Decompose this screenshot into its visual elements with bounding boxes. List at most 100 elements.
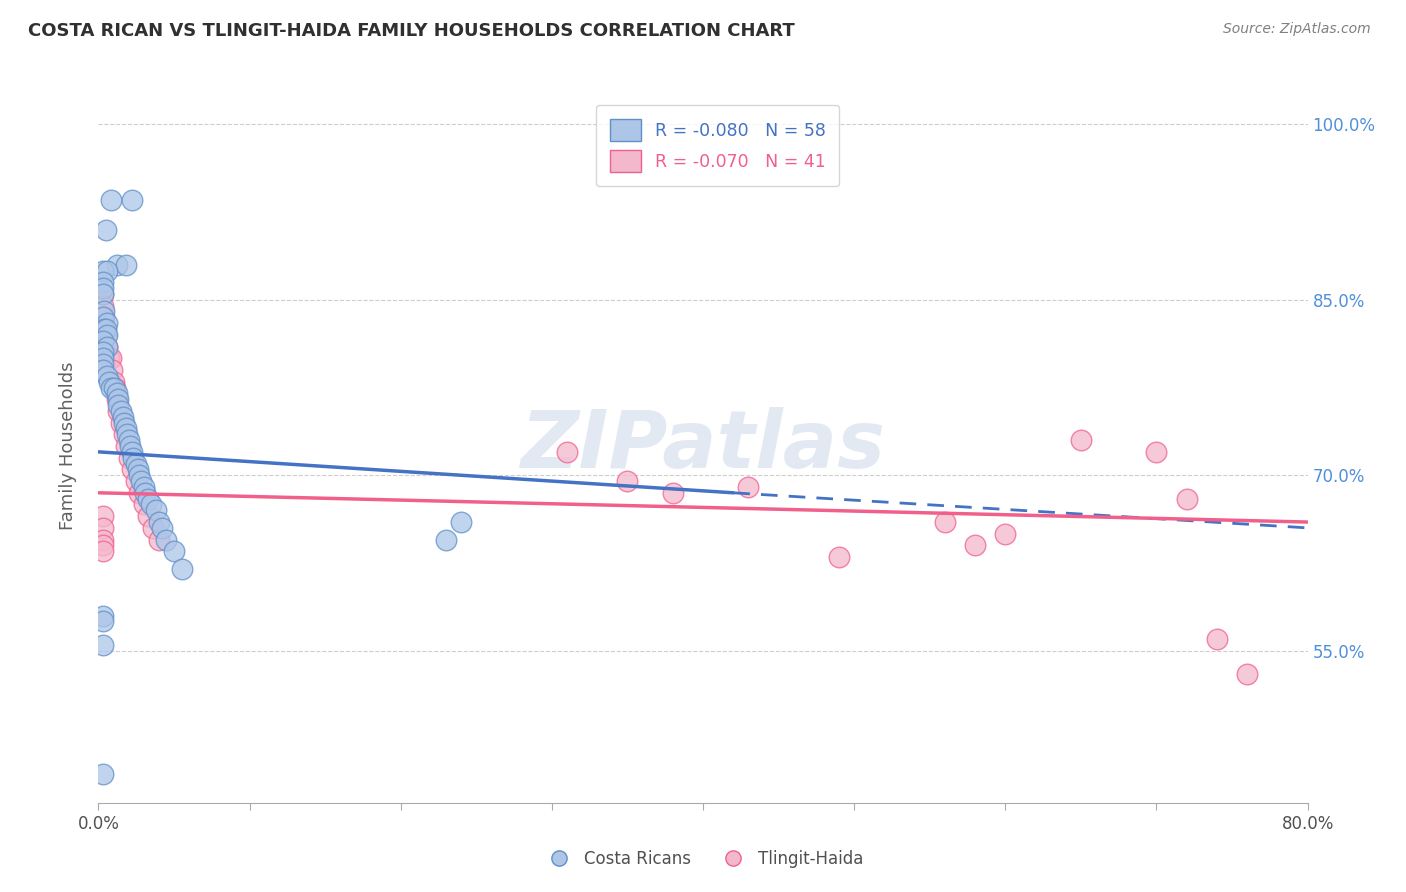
Point [118, 450, 141, 465]
Point [170, 562, 193, 576]
Point [122, 450, 145, 465]
Point [91, 766, 114, 780]
Point [91, 363, 114, 377]
Point [965, 538, 987, 552]
Point [91, 521, 114, 535]
Point [129, 474, 152, 488]
Point [128, 485, 150, 500]
Point [125, 457, 148, 471]
Point [91, 345, 114, 359]
Point [91, 533, 114, 547]
Point [934, 515, 956, 529]
Point [142, 521, 165, 535]
Point [101, 363, 124, 377]
Point [125, 474, 148, 488]
Point [450, 515, 472, 529]
Point [141, 498, 163, 512]
Point [91, 287, 114, 301]
Point [828, 550, 851, 565]
Point [661, 485, 683, 500]
Point [114, 421, 136, 435]
Point [98, 375, 121, 389]
Point [107, 398, 129, 412]
Point [1144, 445, 1167, 459]
Point [91, 351, 114, 366]
Point [100, 380, 122, 394]
Point [110, 404, 132, 418]
Point [145, 503, 167, 517]
Point [110, 416, 132, 430]
Point [105, 258, 128, 272]
Point [96, 327, 118, 342]
Point [121, 462, 143, 476]
Point [434, 533, 457, 547]
Point [96, 368, 118, 383]
Point [94, 222, 117, 236]
Point [91, 538, 114, 552]
Point [93, 304, 115, 318]
Point [107, 392, 129, 407]
Point [155, 533, 177, 547]
Point [118, 433, 141, 447]
Point [163, 544, 186, 558]
Text: ZIPatlas: ZIPatlas [520, 407, 886, 485]
Point [1236, 667, 1258, 681]
Point [94, 322, 117, 336]
Point [121, 194, 143, 208]
Point [616, 474, 638, 488]
Point [96, 263, 118, 277]
Point [994, 526, 1017, 541]
Point [127, 462, 149, 476]
Point [104, 380, 127, 394]
Point [114, 439, 136, 453]
Point [134, 485, 156, 500]
Point [115, 427, 138, 442]
Point [112, 416, 135, 430]
Point [148, 533, 170, 547]
Point [96, 340, 118, 354]
Point [1206, 632, 1229, 646]
Point [93, 310, 115, 325]
Point [121, 445, 143, 459]
Point [103, 380, 125, 394]
Point [91, 287, 114, 301]
Point [148, 515, 170, 529]
Point [128, 468, 150, 483]
Point [91, 310, 114, 325]
Point [105, 392, 128, 407]
Point [96, 340, 118, 354]
Point [107, 404, 129, 418]
Y-axis label: Family Households: Family Households [59, 362, 77, 530]
Point [94, 327, 117, 342]
Point [91, 608, 114, 623]
Point [136, 509, 159, 524]
Point [132, 498, 155, 512]
Point [91, 281, 114, 295]
Point [91, 509, 114, 524]
Point [150, 521, 173, 535]
Point [737, 480, 759, 494]
Point [100, 351, 122, 366]
Point [98, 351, 121, 366]
Point [1175, 491, 1198, 506]
Point [1070, 433, 1092, 447]
Point [91, 275, 114, 289]
Point [111, 409, 134, 424]
Point [91, 263, 114, 277]
Point [136, 491, 159, 506]
Point [91, 357, 114, 371]
Point [555, 445, 578, 459]
Point [91, 544, 114, 558]
Legend: Costa Ricans, Tlingit-Haida: Costa Ricans, Tlingit-Haida [536, 844, 870, 875]
Point [120, 439, 142, 453]
Point [105, 386, 128, 401]
Point [91, 615, 114, 629]
Point [103, 375, 125, 389]
Point [114, 258, 136, 272]
Point [96, 316, 118, 330]
Text: COSTA RICAN VS TLINGIT-HAIDA FAMILY HOUSEHOLDS CORRELATION CHART: COSTA RICAN VS TLINGIT-HAIDA FAMILY HOUS… [28, 22, 794, 40]
Point [91, 299, 114, 313]
Point [91, 638, 114, 652]
Point [91, 334, 114, 348]
Point [100, 194, 122, 208]
